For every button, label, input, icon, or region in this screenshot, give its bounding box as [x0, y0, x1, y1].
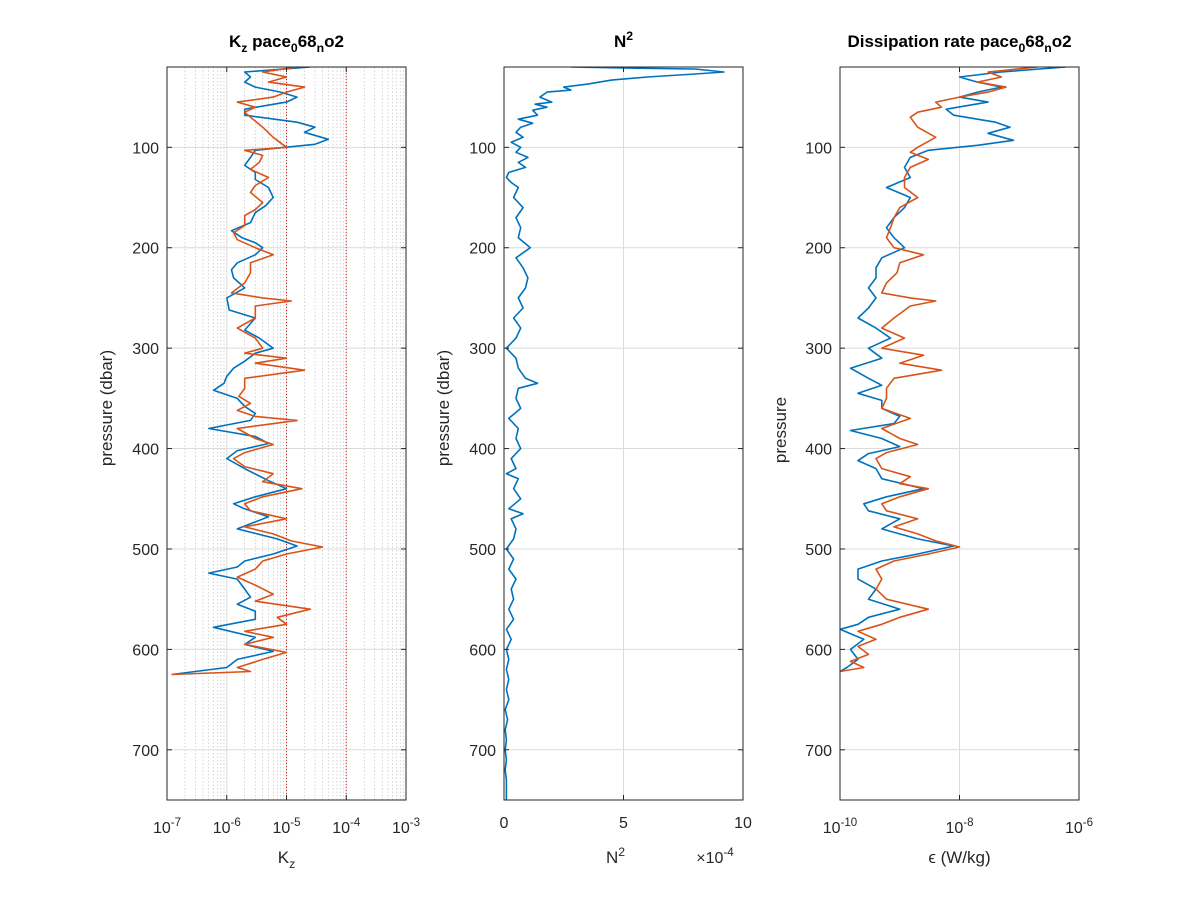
x-tick-label-part: 10: [213, 820, 231, 837]
y-axis-label: pressure: [771, 397, 790, 463]
x-exponent-label-part: ×10: [696, 850, 723, 867]
x-tick-label-part: -5: [290, 817, 300, 829]
series-line-blue: [171, 67, 330, 676]
y-tick-label: 200: [132, 241, 159, 258]
x-tick-label-part: 10: [392, 820, 410, 837]
chart-title: N2: [614, 29, 633, 51]
y-tick-label: 700: [469, 743, 496, 760]
y-tick-label: 600: [805, 642, 832, 659]
y-tick-label: 500: [132, 542, 159, 559]
chart-title-part: N: [614, 32, 626, 51]
y-tick-label: 500: [469, 542, 496, 559]
chart-title-part: Dissipation rate pace: [847, 32, 1018, 51]
chart-title-part: 68: [1025, 32, 1044, 51]
x-axis-label-part: ϵ (W/kg): [928, 848, 990, 867]
x-axis-label-part: z: [289, 857, 295, 871]
chart-title-part: o2: [324, 32, 344, 51]
x-tick-label-part: 10: [823, 820, 841, 837]
x-tick-label: 10-4: [332, 817, 361, 837]
x-tick-label: 10-10: [823, 817, 857, 837]
panel-1: 10-7 10-6 10-5 10-4 10-310020030040050060070…: [97, 32, 420, 871]
x-axis-label: N2: [606, 845, 625, 867]
x-tick-label-part: -6: [1083, 817, 1093, 829]
series-line-orange: [171, 67, 324, 676]
x-tick-label: 0: [500, 815, 509, 832]
x-axis-label-part: N: [606, 848, 618, 867]
x-tick-label-part: 10: [945, 820, 963, 837]
x-tick-label-part: 10: [272, 820, 290, 837]
y-tick-label: 500: [805, 542, 832, 559]
series-line-blue: [504, 67, 725, 800]
y-tick-label: 300: [805, 341, 832, 358]
x-exponent-label: ×10-4: [696, 847, 734, 867]
x-tick-label-part: -8: [963, 817, 973, 829]
x-axis-label: ϵ (W/kg): [928, 848, 990, 867]
y-tick-label: 700: [132, 743, 159, 760]
x-tick-label-part: 10: [332, 820, 350, 837]
chart-title-part: z: [241, 41, 247, 55]
chart-title: Kz pace068no2: [229, 32, 344, 55]
chart-title-part: 0: [1018, 41, 1025, 55]
y-tick-label: 300: [469, 341, 496, 358]
x-tick-label: 10-6: [1065, 817, 1093, 837]
y-tick-label: 100: [805, 140, 832, 157]
chart-title: Dissipation rate pace068no2: [847, 32, 1071, 55]
chart-title-part: pace: [247, 32, 290, 51]
x-tick-label-part: -6: [231, 817, 241, 829]
x-axis-label-part: 2: [618, 845, 625, 859]
x-tick-label: 10-8: [945, 817, 973, 837]
y-tick-label: 100: [469, 140, 496, 157]
chart-title-part: 2: [626, 29, 633, 43]
y-tick-label: 400: [469, 442, 496, 459]
x-tick-label-part: -3: [410, 817, 420, 829]
chart-title-part: K: [229, 32, 242, 51]
x-tick-label: 10-5: [272, 817, 300, 837]
series-line-orange: [840, 67, 1038, 673]
chart-title-part: 68: [298, 32, 317, 51]
y-tick-label: 700: [805, 743, 832, 760]
x-tick-label: 5: [619, 815, 628, 832]
x-tick-label-part: 10: [1065, 820, 1083, 837]
x-exponent-label-part: -4: [723, 847, 734, 859]
y-tick-label: 300: [132, 341, 159, 358]
y-tick-label: 400: [132, 442, 159, 459]
y-tick-label: 200: [469, 241, 496, 258]
x-tick-label-part: 10: [153, 820, 171, 837]
y-axis-label: pressure (dbar): [434, 350, 453, 466]
y-tick-label: 600: [469, 642, 496, 659]
y-tick-label: 600: [132, 642, 159, 659]
chart-title-part: n: [1044, 41, 1051, 55]
x-axis-label-part: K: [278, 848, 290, 867]
x-axis-label: Kz: [278, 848, 295, 871]
chart-title-part: n: [317, 41, 324, 55]
y-axis-label: pressure (dbar): [97, 350, 116, 466]
y-tick-label: 200: [805, 241, 832, 258]
x-tick-label: 10-7: [153, 817, 181, 837]
y-tick-label: 400: [805, 442, 832, 459]
y-tick-label: 100: [132, 140, 159, 157]
x-tick-label: 10-3: [392, 817, 420, 837]
panel-3: 10-10 10-8 10-6100200300400500600700Dissip…: [771, 32, 1093, 867]
x-tick-label-part: -10: [841, 817, 858, 829]
series-line-blue: [840, 67, 1066, 673]
x-tick-label-part: -7: [171, 817, 181, 829]
chart-title-part: o2: [1052, 32, 1072, 51]
x-tick-label: 10-6: [213, 817, 241, 837]
x-tick-label-part: -4: [350, 817, 361, 829]
chart-title-part: 0: [291, 41, 298, 55]
x-tick-label: 10: [734, 815, 752, 832]
